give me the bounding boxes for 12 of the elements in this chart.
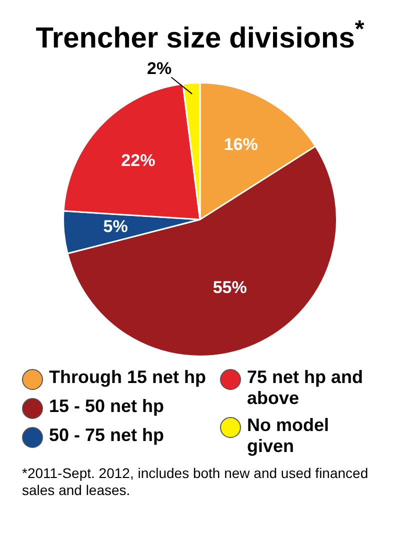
legend-label: No model given <box>247 414 330 457</box>
data-label: 55% <box>212 278 247 297</box>
data-label: 5% <box>103 216 128 236</box>
legend-label: 75 net hp and above <box>247 366 364 409</box>
data-label: 16% <box>224 134 258 154</box>
legend-label: 50 - 75 net hp <box>49 424 164 446</box>
text: *2011-Sept. 2012, includes both new and used financed sales and leases. <box>21 464 370 500</box>
chart-title: Trencher size divisions$^{*}$ <box>34 16 366 56</box>
data-label: 22% <box>121 150 156 170</box>
legend-label: Through 15 net hp <box>49 366 206 388</box>
legend-label: 15 - 50 net hp <box>49 396 164 417</box>
data-label: 2% <box>146 58 172 78</box>
